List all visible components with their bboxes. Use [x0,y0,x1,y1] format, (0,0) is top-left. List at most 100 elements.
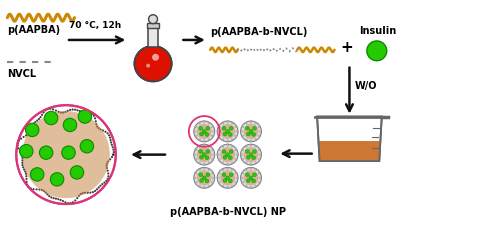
Circle shape [199,150,202,153]
Circle shape [246,173,250,177]
Ellipse shape [212,131,215,132]
Ellipse shape [240,131,243,132]
Circle shape [82,192,84,194]
Circle shape [80,193,82,195]
Circle shape [252,173,256,177]
Circle shape [26,183,28,186]
Ellipse shape [217,131,220,132]
Circle shape [25,134,27,137]
Circle shape [72,201,74,203]
Text: p(AAPBA): p(AAPBA) [8,25,60,35]
Ellipse shape [227,167,228,170]
Ellipse shape [195,135,197,137]
Circle shape [64,201,66,203]
Ellipse shape [250,163,252,165]
Circle shape [196,147,212,162]
Circle shape [50,173,64,186]
Ellipse shape [204,140,205,142]
Ellipse shape [250,140,252,142]
Ellipse shape [255,138,256,141]
Circle shape [244,124,258,139]
Circle shape [194,144,214,165]
Circle shape [92,191,94,193]
Ellipse shape [218,135,220,137]
Circle shape [152,54,159,61]
Ellipse shape [234,182,237,183]
Circle shape [202,130,206,133]
Ellipse shape [212,126,214,128]
Circle shape [58,111,59,113]
Ellipse shape [198,169,200,171]
Circle shape [46,108,48,110]
Circle shape [96,188,98,190]
Ellipse shape [194,131,196,132]
Circle shape [246,179,250,183]
Ellipse shape [195,182,197,183]
Circle shape [222,150,226,153]
Ellipse shape [242,149,244,151]
Circle shape [30,168,44,181]
Circle shape [22,111,110,198]
Circle shape [112,153,114,156]
Circle shape [22,166,25,168]
Circle shape [46,193,48,195]
Circle shape [226,176,230,180]
Text: 70 °C, 12h: 70 °C, 12h [68,20,121,30]
Ellipse shape [198,145,200,148]
Circle shape [52,197,54,199]
Circle shape [249,176,253,180]
Text: W/O: W/O [354,81,377,91]
Circle shape [86,192,89,194]
Circle shape [240,121,262,142]
Circle shape [205,156,209,160]
Circle shape [22,159,24,162]
Circle shape [23,168,26,171]
Circle shape [96,125,98,128]
Circle shape [30,187,32,190]
Circle shape [106,170,108,172]
Circle shape [30,127,32,129]
Circle shape [106,164,108,167]
Ellipse shape [236,131,238,132]
Ellipse shape [255,169,256,171]
Circle shape [24,171,26,173]
Circle shape [49,108,51,110]
Circle shape [16,105,116,204]
Circle shape [246,132,250,136]
Circle shape [220,124,235,139]
Circle shape [244,147,258,162]
Circle shape [60,112,62,114]
Ellipse shape [208,185,210,187]
Circle shape [44,111,58,125]
Circle shape [26,175,28,177]
Circle shape [223,155,227,159]
Text: Insulin: Insulin [360,26,397,36]
Circle shape [44,109,46,112]
Text: p(AAPBA-b-NVCL) NP: p(AAPBA-b-NVCL) NP [170,207,285,217]
Ellipse shape [222,169,224,171]
Circle shape [228,133,232,136]
Circle shape [205,133,209,136]
Circle shape [78,110,92,123]
Circle shape [252,133,256,136]
Circle shape [146,64,150,68]
Ellipse shape [208,138,210,141]
Circle shape [100,185,102,187]
Ellipse shape [232,145,233,148]
Circle shape [101,183,103,185]
Circle shape [26,181,28,183]
Ellipse shape [222,145,224,148]
Circle shape [244,170,258,185]
Circle shape [112,151,115,153]
Circle shape [28,131,30,133]
Ellipse shape [204,121,205,123]
Circle shape [110,142,112,144]
Ellipse shape [259,154,262,155]
Ellipse shape [212,135,214,137]
Ellipse shape [246,122,247,124]
Ellipse shape [212,172,214,174]
Ellipse shape [232,122,233,124]
Circle shape [223,132,227,136]
Ellipse shape [204,186,205,188]
Circle shape [26,178,28,180]
